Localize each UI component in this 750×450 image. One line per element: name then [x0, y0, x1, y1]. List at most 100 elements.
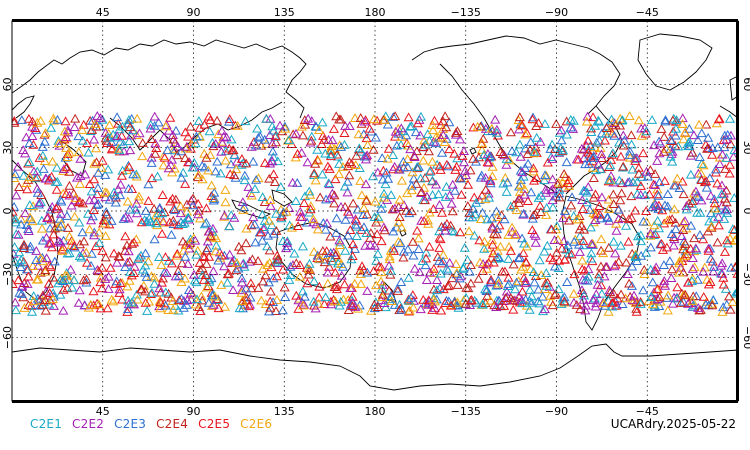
observation-marker	[140, 286, 151, 296]
observation-marker	[224, 221, 235, 231]
observation-marker	[356, 190, 367, 200]
observation-marker	[190, 235, 201, 245]
observation-marker	[534, 298, 545, 308]
coast-arabia	[59, 139, 87, 177]
observation-marker	[183, 213, 194, 222]
observation-marker	[386, 296, 397, 306]
observation-marker	[541, 203, 552, 212]
observation-marker	[369, 299, 380, 309]
lon-tick-bottom: 90	[187, 405, 201, 418]
observation-marker	[339, 181, 350, 191]
observation-marker	[542, 240, 553, 250]
observation-marker	[554, 192, 565, 202]
observation-marker	[625, 152, 636, 162]
observation-marker	[393, 236, 404, 246]
observation-marker	[396, 131, 407, 141]
observation-marker	[440, 298, 451, 308]
observation-marker	[164, 217, 175, 227]
observation-marker	[521, 241, 532, 251]
observation-marker	[647, 115, 658, 124]
observation-marker	[364, 123, 375, 133]
observation-marker	[96, 283, 108, 293]
observation-marker	[125, 266, 136, 276]
observation-marker	[654, 177, 665, 187]
observation-marker	[40, 295, 51, 305]
observation-marker	[659, 200, 671, 210]
observation-marker	[93, 299, 104, 309]
observation-marker	[562, 178, 573, 188]
observation-marker	[668, 126, 679, 136]
observation-marker	[602, 213, 613, 222]
observation-marker	[168, 143, 180, 153]
observation-marker	[574, 247, 585, 256]
observation-marker	[28, 291, 39, 301]
observation-marker	[534, 255, 545, 265]
observation-marker	[122, 196, 133, 206]
observation-marker	[403, 112, 414, 122]
observation-marker	[525, 144, 536, 154]
observation-marker	[233, 263, 244, 273]
observation-marker	[203, 297, 214, 307]
observation-marker	[132, 294, 143, 304]
observation-marker	[707, 300, 718, 310]
observation-marker	[722, 207, 733, 217]
observation-marker	[513, 276, 524, 286]
observation-marker	[564, 248, 575, 258]
observation-marker	[662, 305, 673, 315]
observation-marker	[297, 241, 309, 251]
observation-marker	[486, 213, 497, 223]
observation-marker	[310, 175, 321, 185]
observation-marker	[559, 296, 570, 306]
observation-marker	[136, 217, 147, 227]
observation-marker	[721, 197, 732, 207]
observation-marker	[605, 160, 616, 170]
observation-marker	[533, 193, 544, 202]
observation-marker	[264, 173, 275, 183]
observation-marker	[236, 273, 247, 283]
observation-marker	[433, 189, 444, 199]
observation-marker	[556, 125, 567, 135]
observation-marker	[556, 243, 568, 253]
observation-marker	[717, 306, 728, 316]
lat-tick-right: 30	[741, 141, 750, 155]
observation-marker	[503, 254, 514, 263]
observation-marker	[206, 180, 217, 190]
observation-marker	[256, 295, 267, 305]
observation-marker	[322, 267, 333, 277]
observation-marker	[611, 218, 622, 228]
observation-marker	[13, 229, 24, 239]
observation-marker	[636, 130, 647, 140]
observation-marker	[209, 187, 220, 197]
observation-marker	[23, 226, 34, 235]
observation-marker	[41, 232, 52, 242]
legend-entry: C2E5	[198, 417, 231, 431]
observation-marker	[18, 170, 29, 180]
observation-marker	[355, 278, 367, 288]
observation-marker	[678, 134, 689, 144]
observation-marker	[12, 229, 22, 239]
observation-marker	[382, 194, 393, 204]
observation-marker	[562, 277, 573, 286]
observation-marker	[442, 281, 453, 291]
observation-marker	[150, 138, 161, 148]
observation-marker	[389, 161, 400, 171]
observation-marker	[308, 296, 319, 306]
observation-marker	[54, 140, 65, 150]
observation-marker	[138, 264, 149, 274]
observation-marker	[46, 171, 57, 181]
observation-marker	[274, 120, 286, 130]
observation-marker	[434, 161, 445, 171]
observation-marker	[196, 291, 207, 301]
observation-marker	[547, 154, 558, 163]
observation-marker	[101, 206, 112, 216]
observation-marker	[158, 217, 169, 227]
observation-marker	[45, 223, 56, 233]
observation-marker	[14, 182, 25, 192]
observation-marker	[489, 300, 500, 310]
observation-marker	[204, 126, 215, 136]
observation-marker	[185, 234, 196, 244]
observation-marker	[447, 179, 458, 189]
observation-marker	[365, 240, 376, 249]
observation-marker	[514, 139, 525, 149]
observation-marker	[642, 171, 653, 181]
